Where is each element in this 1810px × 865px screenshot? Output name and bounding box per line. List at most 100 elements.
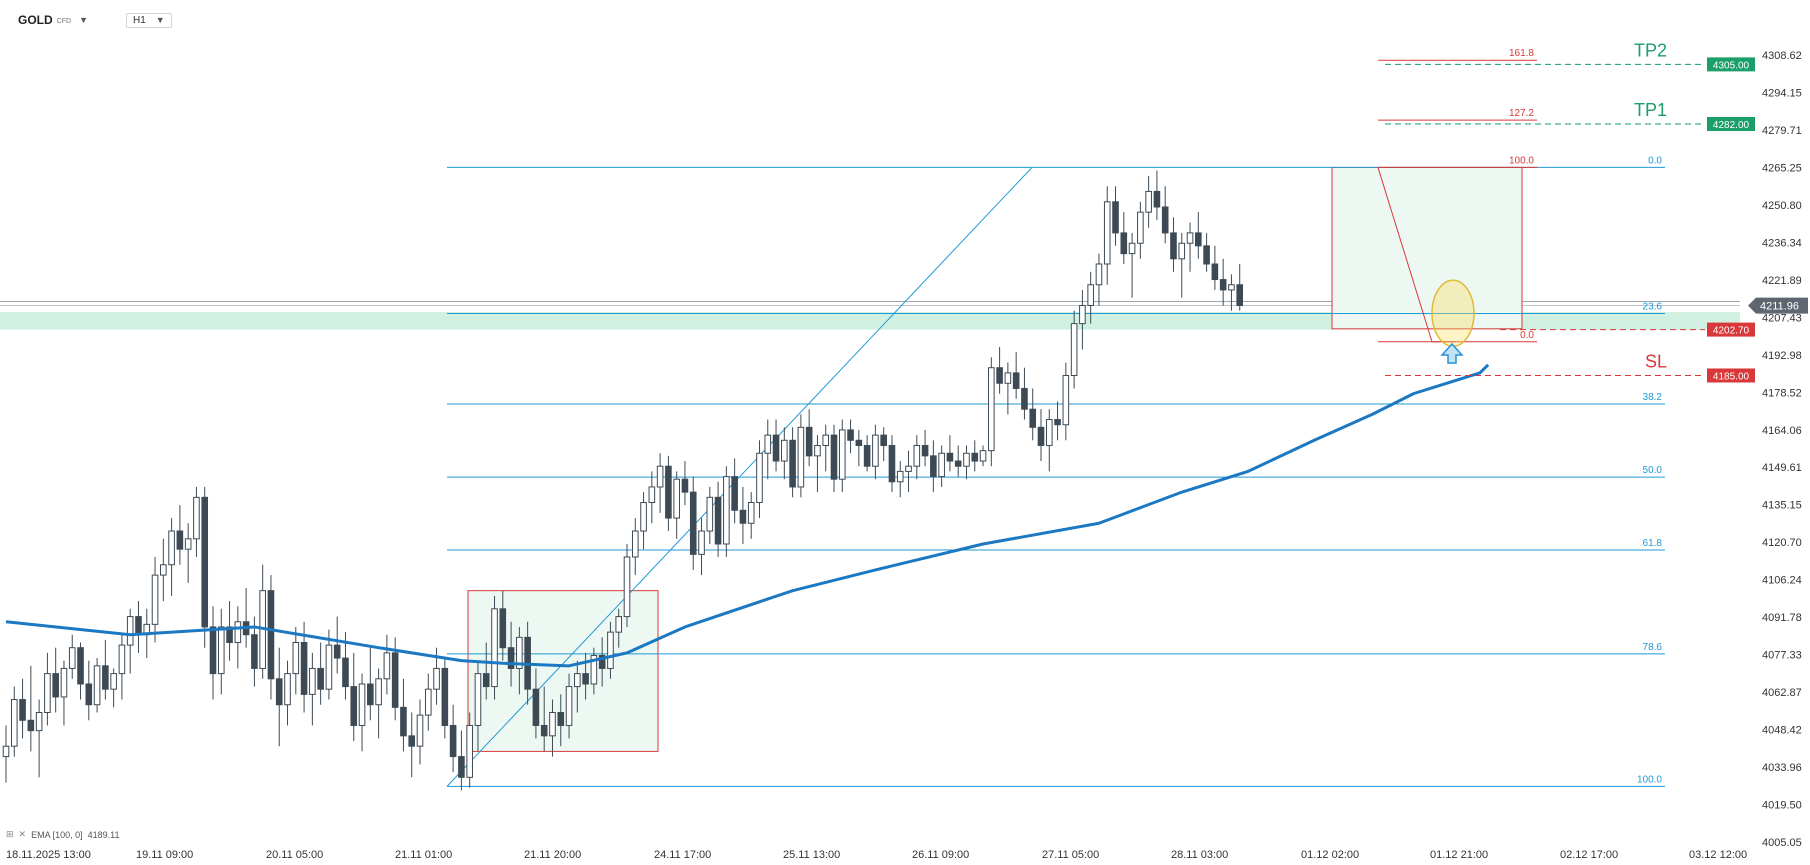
- candle-body: [971, 452, 979, 462]
- highlight-ellipse: [1431, 279, 1475, 348]
- candle-body: [284, 673, 291, 706]
- candle-body: [234, 621, 242, 644]
- candle-body: [1112, 201, 1119, 234]
- fib-level-label: 50.0: [1643, 465, 1663, 476]
- price-tick-label: 4279.71: [1762, 125, 1802, 137]
- candle-body: [68, 647, 76, 669]
- indicator-settings-icon[interactable]: ⊞: [6, 829, 14, 839]
- fib-level-label: 61.8: [1643, 538, 1663, 549]
- candle-body: [739, 509, 747, 524]
- candle-body: [135, 616, 142, 636]
- candle-body: [1128, 242, 1136, 255]
- target-label: TP1: [1634, 100, 1667, 120]
- candle-body: [160, 564, 167, 576]
- candle-body: [27, 719, 35, 732]
- candle-body: [979, 450, 987, 462]
- indicator-value: 4189.11: [87, 829, 120, 840]
- candle-body: [706, 496, 714, 532]
- candle-body: [913, 444, 921, 467]
- candle-body: [1120, 232, 1128, 255]
- candle-body: [333, 644, 341, 659]
- candle-body: [1137, 211, 1144, 244]
- candle-body: [1054, 419, 1061, 426]
- candle-body: [872, 434, 879, 467]
- candle-body: [549, 712, 556, 737]
- candle-body: [747, 502, 755, 524]
- candle-body: [838, 429, 846, 480]
- candle-body: [673, 478, 680, 519]
- price-tick-label: 4048.42: [1762, 725, 1802, 737]
- candle-body: [400, 706, 407, 737]
- timeframe-select[interactable]: H1 ▼: [125, 12, 172, 28]
- price-tick-label: 4033.96: [1762, 762, 1802, 774]
- candle-body: [847, 429, 854, 441]
- candle-body: [946, 452, 954, 462]
- price-tick-label: 4308.62: [1762, 50, 1802, 62]
- fib-level-label: 0.0: [1648, 155, 1662, 166]
- candle-body: [433, 667, 440, 690]
- price-tag: [1707, 368, 1755, 383]
- current-price-label: 4211.96: [1760, 301, 1799, 313]
- time-tick-label: 25.11 13:00: [783, 849, 840, 861]
- candle-body: [623, 556, 631, 618]
- indicator-label: EMA [100, 0]: [31, 829, 83, 840]
- price-tick-label: 4221.89: [1762, 275, 1802, 287]
- candle-body: [441, 667, 449, 726]
- candle-body: [10, 699, 18, 747]
- candle-body: [1103, 201, 1111, 265]
- candle-body: [665, 465, 672, 519]
- candle-body: [921, 444, 929, 457]
- candle-body: [309, 667, 316, 695]
- fib-extension-label: 127.2: [1509, 108, 1534, 119]
- candle-body: [631, 530, 639, 558]
- remove-indicator-icon[interactable]: ✕: [18, 829, 27, 839]
- time-tick-label: 20.11 05:00: [266, 849, 323, 861]
- candle-body: [888, 444, 896, 483]
- candle-body: [930, 455, 937, 478]
- candle-body: [615, 616, 623, 633]
- candle-body: [507, 647, 515, 669]
- candle-body: [896, 470, 904, 483]
- timeframe-value: H1: [132, 14, 146, 26]
- candle-body: [574, 673, 581, 688]
- candle-body: [789, 439, 796, 488]
- candle-body: [863, 444, 871, 467]
- price-tick-label: 4106.24: [1762, 575, 1802, 587]
- candle-body: [367, 683, 374, 706]
- candle-body: [731, 476, 738, 511]
- candle-body: [1211, 263, 1219, 281]
- time-tick-label: 01.12 21:00: [1430, 849, 1488, 861]
- candle-body: [416, 714, 424, 747]
- time-tick-label: 18.11.2025 13:00: [6, 849, 91, 861]
- candle-body: [814, 444, 821, 457]
- ema-line: [5, 363, 1490, 668]
- candle-body: [648, 486, 656, 504]
- candle-body: [1004, 372, 1012, 384]
- candle-body: [1029, 408, 1037, 428]
- candle-body: [201, 496, 209, 628]
- candle-body: [35, 712, 43, 732]
- fib-level-label: 78.6: [1643, 642, 1663, 653]
- candle-body: [267, 590, 275, 680]
- candle-body: [880, 434, 887, 446]
- symbol-dropdown-icon[interactable]: ▼: [79, 15, 88, 25]
- target-label: SL: [1645, 351, 1667, 371]
- symbol-label[interactable]: GOLD: [18, 13, 53, 27]
- candle-body: [1186, 232, 1194, 244]
- price-tick-label: 4005.05: [1762, 837, 1802, 849]
- candle-body: [209, 626, 217, 675]
- candle-body: [184, 538, 192, 550]
- candle-body: [830, 434, 838, 480]
- candle-body: [598, 654, 606, 669]
- current-price-tag: [1748, 297, 1808, 314]
- candle-body: [52, 673, 59, 698]
- fib-extension-label: 0.0: [1520, 330, 1534, 341]
- time-tick-label: 19.11 09:00: [136, 849, 193, 861]
- candle-body: [110, 673, 117, 690]
- candle-body: [1228, 284, 1235, 291]
- candle-body: [681, 478, 689, 493]
- candle-body: [102, 665, 109, 690]
- time-tick-label: 24.11 17:00: [654, 849, 711, 861]
- candle-body: [251, 634, 258, 669]
